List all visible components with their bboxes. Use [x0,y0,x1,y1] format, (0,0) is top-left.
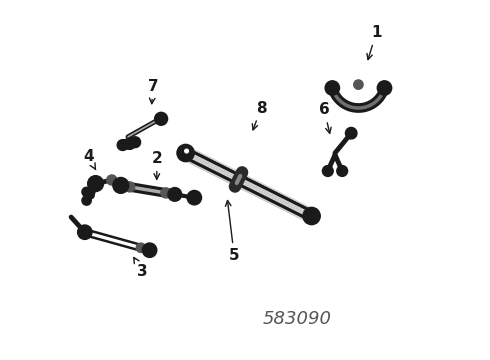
Circle shape [117,140,128,150]
Circle shape [113,177,129,193]
Circle shape [325,81,340,95]
Circle shape [107,175,117,185]
Circle shape [322,166,333,176]
Circle shape [77,225,92,239]
Circle shape [303,207,320,225]
Circle shape [354,80,363,89]
Circle shape [124,139,135,149]
Text: 7: 7 [148,79,158,104]
Circle shape [183,148,190,155]
Circle shape [377,81,392,95]
Circle shape [88,176,103,192]
Text: 3: 3 [134,257,147,279]
Circle shape [187,190,201,205]
Circle shape [124,182,135,192]
Circle shape [161,188,171,198]
Text: 8: 8 [252,100,267,130]
Circle shape [143,243,157,257]
Text: 5: 5 [225,201,240,263]
Text: 4: 4 [83,149,96,170]
Circle shape [168,188,182,201]
Text: 2: 2 [151,151,162,179]
Text: 6: 6 [319,102,331,133]
Circle shape [177,144,194,162]
Text: 583090: 583090 [263,310,332,328]
Text: 1: 1 [367,25,382,60]
Circle shape [337,166,347,176]
Circle shape [82,187,91,197]
Circle shape [130,137,141,148]
Circle shape [82,196,91,205]
Circle shape [345,127,357,139]
Circle shape [136,243,146,252]
Circle shape [155,112,168,125]
